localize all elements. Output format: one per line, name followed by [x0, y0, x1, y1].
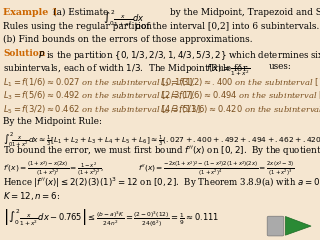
Text: Example 1: Example 1 — [3, 8, 58, 17]
Text: $\left|\int_0^2\frac{x}{1+x^2}dx-0.765\right|\leq\frac{(b-a)^3 K}{24n^2}=\frac{(: $\left|\int_0^2\frac{x}{1+x^2}dx-0.765\r… — [3, 208, 220, 230]
Text: $P$ is the partition $\{0, 1/3, 2/3, 1, 4/3, 5/3, 2\}$ which determines six: $P$ is the partition $\{0, 1/3, 2/3, 1, … — [38, 49, 320, 62]
Text: $L_1=f(1/6)\approx0.027$ on the subinterval $[0,1/3]$,: $L_1=f(1/6)\approx0.027$ on the subinter… — [3, 76, 196, 89]
Text: $f'(x)=\frac{(1+x^2)-x(2x)}{(1+x^2)^2}=\frac{1-x^2}{(1+x^2)^2},$: $f'(x)=\frac{(1+x^2)-x(2x)}{(1+x^2)^2}=\… — [3, 159, 104, 178]
Text: $\int_0^2\!\frac{x}{1+x^2}dx\approx\frac{1}{3}[L_1+L_2+L_3+L_4+L_5+L_6]\approx\f: $\int_0^2\!\frac{x}{1+x^2}dx\approx\frac… — [3, 131, 320, 149]
Text: by the Midpoint, Trapezoid and Simpson's: by the Midpoint, Trapezoid and Simpson's — [170, 8, 320, 17]
Text: Solution: Solution — [3, 49, 45, 58]
FancyBboxPatch shape — [267, 216, 284, 236]
Text: To bound the error, we must first bound $f''(x)$ on $[0,2]$.  By the quotient ru: To bound the error, we must first bound … — [3, 144, 320, 157]
Text: (b) Find bounds on the errors of those approximations.: (b) Find bounds on the errors of those a… — [3, 35, 253, 44]
Text: Hence $|f''(x)|\leq 2(2)(3)(1)^3=12$ on $[0,2]$.  By Theorem 3.8.9(a) with $a=0,: Hence $|f''(x)|\leq 2(2)(3)(1)^3=12$ on … — [3, 176, 320, 190]
Text: By the Midpoint Rule:: By the Midpoint Rule: — [3, 117, 102, 126]
Text: $L_5=f(3/2)\approx0.462$ on the subinterval $[4/3, 5/3]$,: $L_5=f(3/2)\approx0.462$ on the subinter… — [3, 103, 204, 116]
Text: $L_2=f(1/2)\approx.400$ on the subinterval $[1/3, 2/3]$,: $L_2=f(1/2)\approx.400$ on the subinterv… — [160, 76, 320, 89]
Text: Rules using the regular partition: Rules using the regular partition — [3, 22, 152, 30]
Text: $\int_0^2 \frac{x}{1+x^2}dx$: $\int_0^2 \frac{x}{1+x^2}dx$ — [103, 8, 145, 29]
Text: $L_6=f(11/6)\approx0.420$ on the subinterval $[5/3, 2]$.: $L_6=f(11/6)\approx0.420$ on the subinte… — [160, 103, 320, 116]
Text: $P$: $P$ — [134, 22, 141, 33]
Polygon shape — [285, 216, 311, 235]
Text: $f''(x)=\frac{-2x(1+x^2)^2-(1-x^2)2(1+x^2)(2x)}{(1+x^2)^4}=\frac{2x(x^2-3)}{(1+x: $f''(x)=\frac{-2x(1+x^2)^2-(1-x^2)2(1+x^… — [138, 159, 294, 178]
Text: (a) Estimate: (a) Estimate — [53, 8, 108, 17]
Text: $f(x)=\frac{x}{1+x^2}$: $f(x)=\frac{x}{1+x^2}$ — [206, 62, 251, 78]
Text: $L_3=f(5/6)\approx0.492$ on the subinterval $[2/3, 1]$,: $L_3=f(5/6)\approx0.492$ on the subinter… — [3, 90, 196, 102]
Text: subintervals, each of width $1/3$.  The Midpoint Rule for: subintervals, each of width $1/3$. The M… — [3, 62, 249, 75]
Text: uses:: uses: — [269, 62, 292, 72]
Text: of the interval [0,2] into 6 subintervals.: of the interval [0,2] into 6 subinterval… — [141, 22, 319, 30]
Text: $K=12, n=6$:: $K=12, n=6$: — [3, 190, 60, 202]
Text: $L_4=f(7/6)\approx0.494$ on the subinterval $[1, 4/3]$,: $L_4=f(7/6)\approx0.494$ on the subinter… — [160, 90, 320, 102]
